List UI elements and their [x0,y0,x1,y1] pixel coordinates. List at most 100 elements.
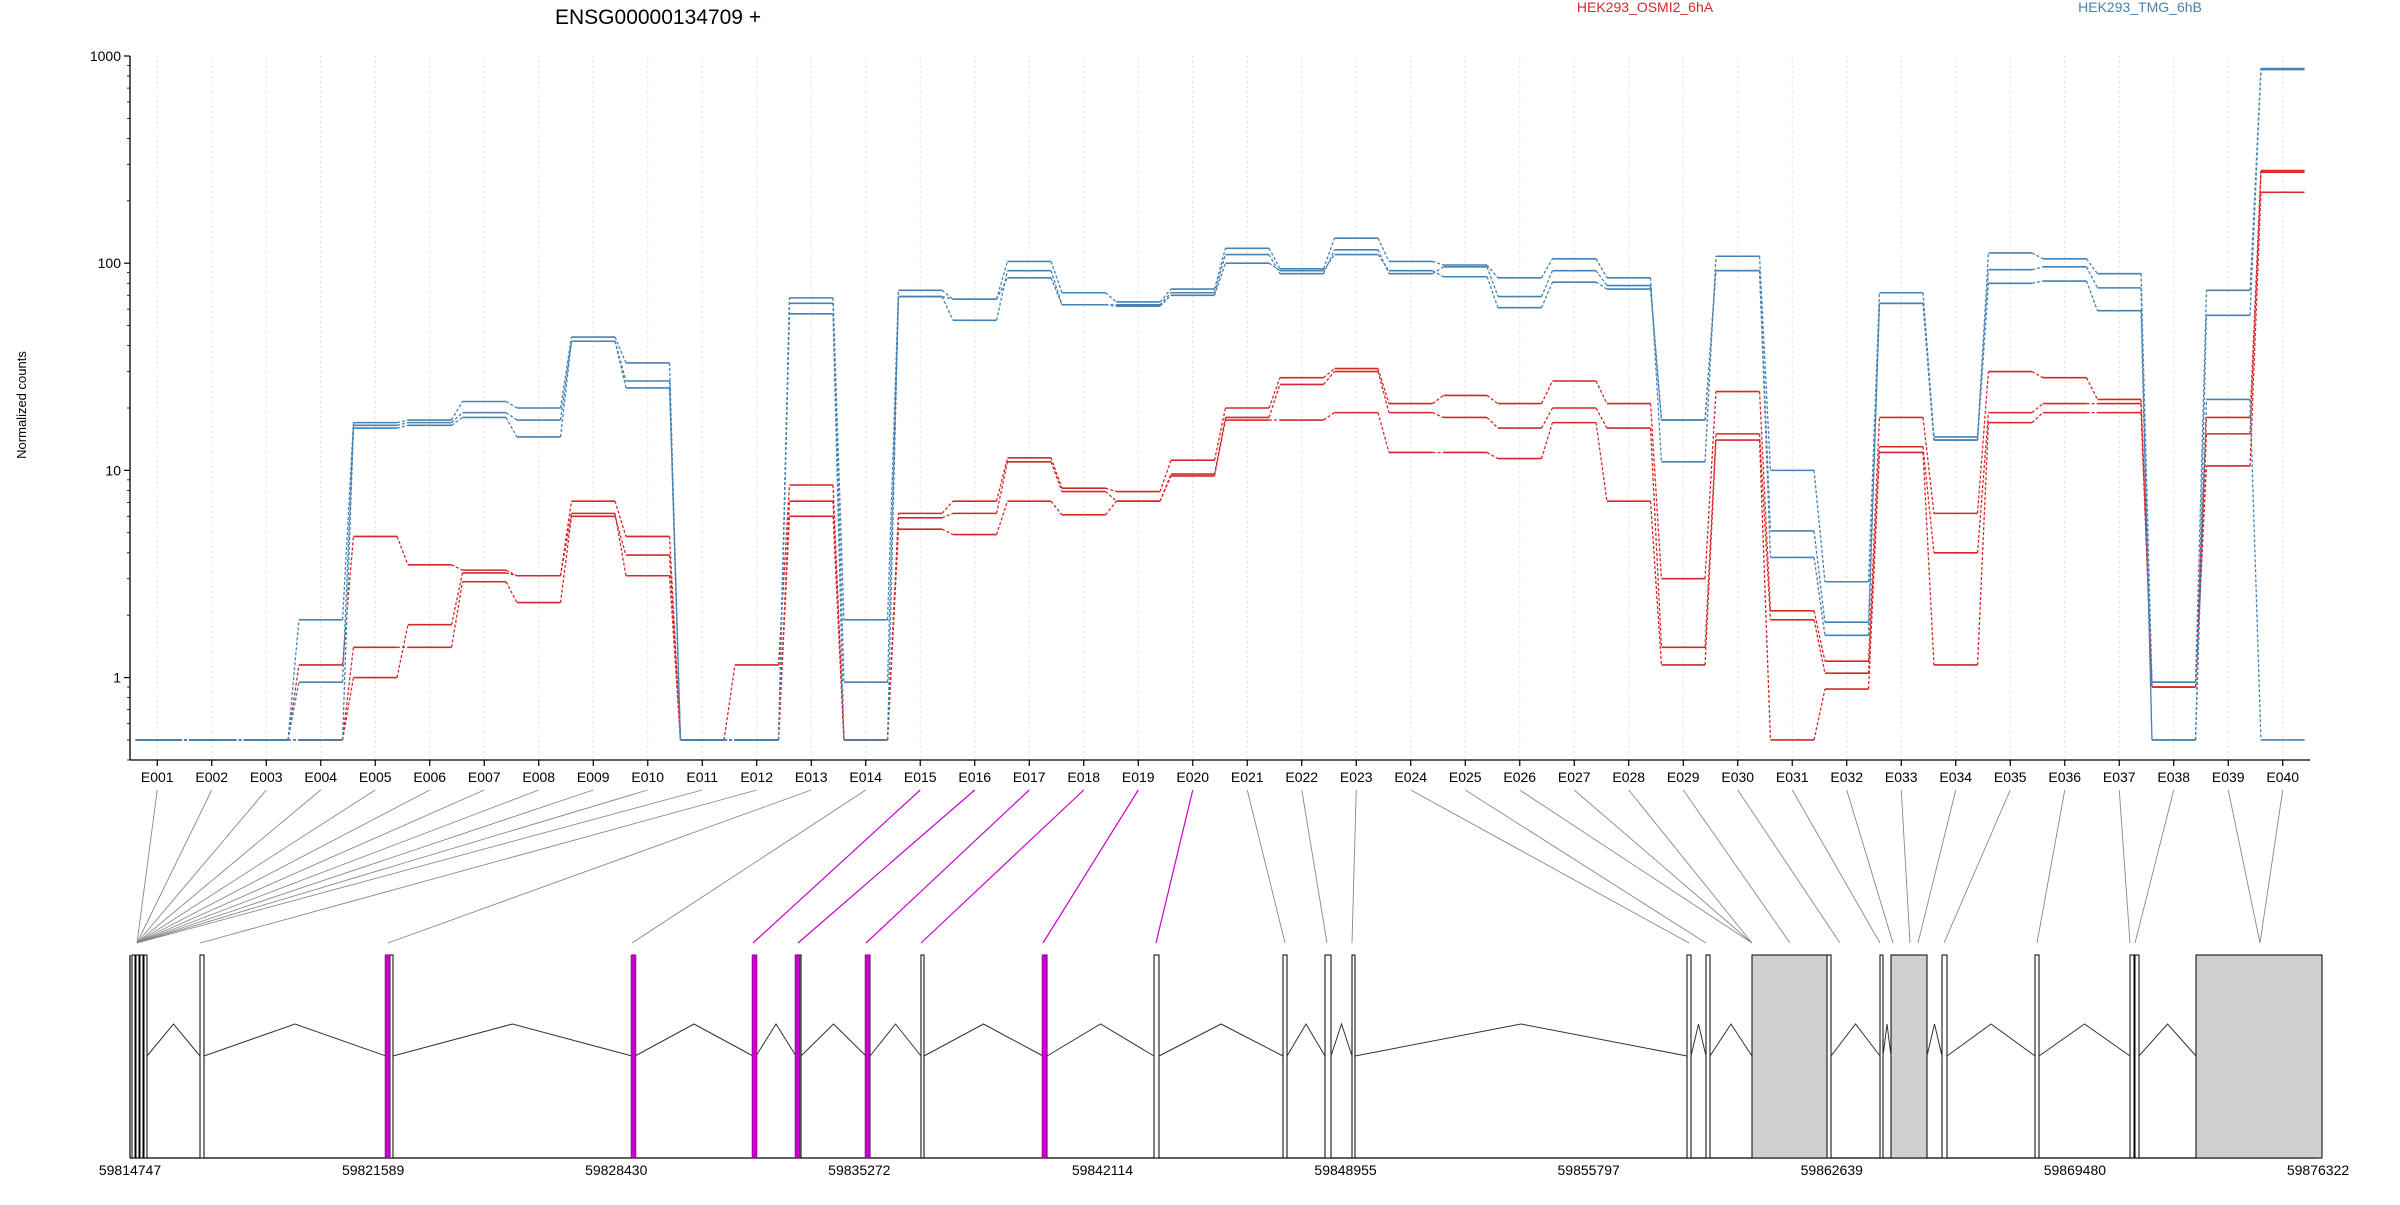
coordinate-label: 59848955 [1314,1162,1377,1178]
exon-connector [199,789,757,944]
x-tick-label: E031 [1776,769,1809,785]
x-tick-label: E028 [1612,769,1645,785]
intron-line [2038,1023,2131,1057]
coordinate-label: 59842114 [1072,1162,1133,1178]
series-transition [886,529,900,740]
intron-line [1354,1023,1688,1057]
series-transition [450,401,464,421]
axis-layer: 1 10 100 1000 E001 E002 E003 E004 E005 E006 E007 E0… [90,48,2310,785]
exon-box [2195,954,2323,1159]
x-tick-label: E023 [1340,769,1373,785]
series-transition [995,277,1009,300]
x-tick-label: E022 [1285,769,1318,785]
series-transition [668,536,682,740]
series-transition [1323,254,1335,272]
coordinate-label: 59835272 [828,1162,891,1178]
series-transition [1268,262,1281,272]
intron-line [392,1023,633,1057]
series-transition [1268,254,1281,274]
series-transition [1323,371,1335,385]
gene-model: 59814747 59821589 59828430 59835272 59842114… [99,954,2350,1178]
exon-box [1705,954,1711,1159]
coordinate-label: 59862639 [1801,1162,1864,1178]
series-transition [1595,270,1608,286]
series-transition [2140,412,2153,688]
series-transition [1268,247,1281,270]
series-transition [941,500,954,514]
x-tick-label: E013 [795,769,828,785]
exon-connector [136,789,648,944]
series-transition [1105,487,1117,493]
series-transition [1813,557,1826,636]
exon-connector [136,789,594,944]
x-tick-label: E001 [141,769,174,785]
series-transition [1922,452,1935,666]
x-tick-label: E021 [1231,769,1264,785]
series-transition [1105,292,1117,303]
intron-line [1690,1023,1707,1057]
exon-box [1153,954,1160,1159]
series-transition [1432,270,1444,278]
series-transition [451,416,463,426]
exon-box [143,954,148,1159]
exon-connector [865,789,1030,944]
series-transition [668,575,682,740]
series-transition [1105,500,1117,516]
x-tick-label: E036 [2048,769,2081,785]
series-transition [1867,303,1881,636]
series-transition [941,289,954,300]
series-transition [941,295,954,300]
series-transition [1540,270,1554,297]
x-tick-label: E016 [958,769,991,785]
series-transition [832,297,845,620]
exon-connector [1519,789,1753,944]
series-transition [559,341,573,421]
x-tick-label: E015 [904,769,937,785]
series-transition [886,296,900,683]
x-tick-label: E003 [250,769,283,785]
series-transition [995,270,1009,321]
y-tick-label: 1000 [90,48,121,64]
series-transition [941,512,954,519]
x-tick-label: E035 [1994,769,2027,785]
exon-box [139,954,144,1159]
exon-connector [797,789,976,944]
series-transition [614,341,627,389]
series-transition [1159,288,1172,303]
series-transition [1322,249,1336,274]
intron-line [634,1023,754,1057]
series-transition [941,296,954,321]
series-transition [341,422,355,620]
series-transition [1704,256,1717,462]
series-transition [2194,465,2208,688]
series-transition [451,412,463,424]
series-transition [2031,403,2044,414]
x-tick-label: E038 [2157,769,2190,785]
series-transition [1050,261,1063,293]
intron-line [146,1023,201,1057]
x-tick-label: E017 [1013,769,1046,785]
coordinate-label: 59821589 [342,1162,405,1178]
series-transition [614,336,627,364]
series-transition [1649,289,1663,421]
series-transition [1922,446,1935,553]
series-transition [451,564,463,571]
series-transition [341,428,355,740]
intron-line [1882,1023,1892,1057]
series-transition [1486,451,1499,460]
series-transition [995,461,1009,514]
series-transition [1050,270,1063,305]
series-transition [1159,473,1172,502]
exon-connector [136,789,430,944]
series-transition [1595,422,1608,502]
coordinate-label: 59876322 [2287,1162,2350,1178]
series-transition [2249,69,2262,316]
series-transition [1595,258,1608,279]
highlighted-exon [1041,954,1048,1159]
series-transition [1813,610,1826,662]
exon-connector [2259,789,2284,944]
x-tick-label: E009 [577,769,610,785]
series-transition [1377,254,1390,272]
coordinate-label: 59855797 [1558,1162,1621,1178]
